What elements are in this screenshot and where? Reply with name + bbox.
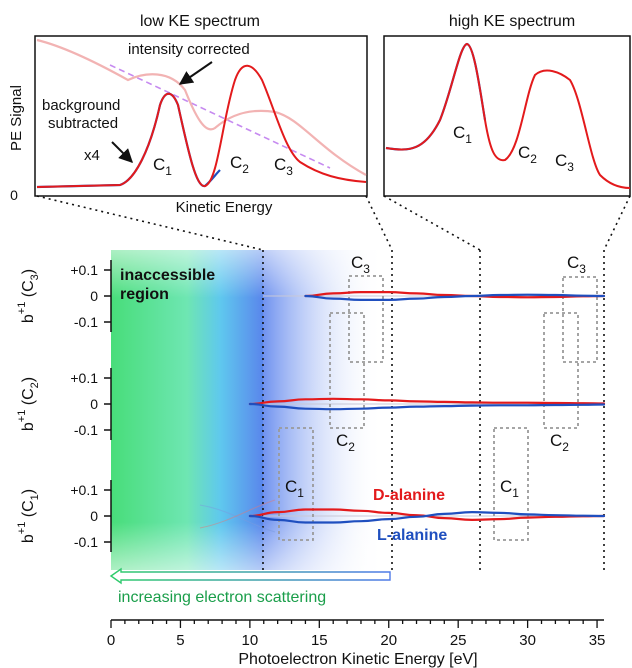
zoom-connectors [36,195,631,251]
row-2-ylabel: b+1 (C1) [16,489,41,543]
high-peak-label-c3: C3 [555,151,574,174]
region-label-line1: inaccessible [120,267,215,284]
ann-corrected-arrow [178,61,213,85]
series-d-alanine-c2 [248,397,606,406]
high-panel-curve-red [385,42,631,189]
box-label-c1-left: C1 [285,477,304,500]
scattering-arrow [109,567,391,585]
low-peak-label-c1: C1 [153,155,172,178]
legend-l-alanine: L-alanine [377,527,447,544]
box-label-c2-right: C2 [550,431,569,454]
row-1-ylabel: b+1 (C2) [16,377,41,431]
box-label-c1-right: C1 [500,477,519,500]
x-tick-label: 5 [176,632,184,649]
low-panel-ylabel: PE Signal [8,85,25,151]
region-label-line2: region [120,286,169,303]
x-tick-label: 25 [450,632,467,649]
series-l-alanine-c3 [304,293,606,301]
ann-x4-arrow [111,141,133,163]
ann-intensity-corrected: intensity corrected [128,41,250,58]
scattering-label: increasing electron scattering [118,589,326,606]
series-d-alanine-c1 [248,508,606,522]
alanine-curves [199,291,606,533]
high-ke-panel: high KE spectrum C1 C2 C3 [383,13,631,197]
high-panel-frame [383,35,631,197]
box-label-c3-left: C3 [351,253,370,276]
intensity-corrected-curve [36,38,367,176]
high-peak-label-c1: C1 [453,123,472,146]
ann-x4: x4 [84,147,100,164]
box-label-c2-left: C2 [336,431,355,454]
box-labels: C3 C3 C2 C2 C1 C1 [285,253,586,500]
ann-background: background [42,97,120,114]
row-0-tick-label: 0 [90,288,98,304]
faint-trace-l [199,504,276,533]
dotted-boxes [278,275,598,541]
low-ke-panel: low KE spectrum PE Signal 0 Kinetic Ener… [8,13,368,216]
high-panel-title: high KE spectrum [449,13,575,30]
row-1-tick-label: +0.1 [70,370,98,386]
low-panel-frame [34,35,368,197]
row-2-tick-label: +0.1 [70,482,98,498]
row-0-tick-label: -0.1 [74,314,98,330]
row-2-tick-label: 0 [90,508,98,524]
row-2-tick-label: -0.1 [74,534,98,550]
low-panel-xlabel: Kinetic Energy [176,199,273,216]
x-axis: 0 5 10 15 20 25 30 35 [107,619,606,649]
x-tick-label: 15 [311,632,328,649]
low-peak-label-c2: C2 [230,153,249,176]
x-axis-label: Photoelectron Kinetic Energy [eV] [238,651,477,668]
low-peak-label-c3: C3 [274,155,293,178]
background-subtracted-red [36,64,367,188]
low-panel-title: low KE spectrum [140,13,260,30]
row-1-tick-label: 0 [90,396,98,412]
row-1-tick-label: -0.1 [74,422,98,438]
legend-d-alanine: D-alanine [373,487,445,504]
box-label-c3-right: C3 [567,253,586,276]
faint-trace-d [199,499,276,529]
series-l-alanine-c2 [248,402,606,411]
x-tick-label: 20 [380,632,397,649]
high-peak-label-c2: C2 [518,143,537,166]
row-0-ylabel: b+1 (C3) [16,269,41,323]
ann-subtracted: subtracted [48,115,118,132]
series-l-alanine-c1 [248,510,606,524]
background-line [109,64,331,169]
x-tick-label: 30 [519,632,536,649]
low-panel-y-zero: 0 [10,187,18,203]
x-tick-label: 10 [242,632,259,649]
x-tick-label: 35 [589,632,606,649]
x-tick-label: 0 [107,632,115,649]
row-0-tick-label: +0.1 [70,262,98,278]
